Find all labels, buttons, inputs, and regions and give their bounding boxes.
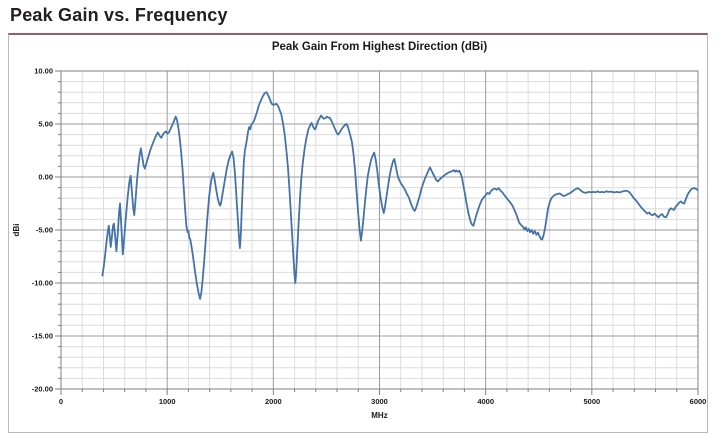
axis-ticks [55, 70, 699, 395]
x-tick-label: 5000 [583, 397, 600, 406]
chart-frame: Peak Gain From Highest Direction (dBi) 0… [8, 33, 708, 433]
y-tick-label: 10.00 [34, 67, 53, 76]
series-line-peak-gain [101, 91, 699, 300]
y-tick-label: -10.00 [32, 279, 53, 288]
x-tick-labels: 0 1000 2000 3000 4000 5000 6000 [59, 397, 706, 406]
gain-vs-frequency-chart: 0 1000 2000 3000 4000 5000 6000 10.00 5.00 0.00 -5… [12, 67, 706, 421]
x-tick-label: 6000 [690, 397, 707, 406]
y-tick-label: -20.00 [32, 385, 53, 394]
x-axis-title: MHz [371, 411, 387, 420]
x-tick-label: 0 [59, 397, 63, 406]
y-tick-labels: 10.00 5.00 0.00 -5.00 -10.00 -15.00 -20.00 [32, 67, 53, 394]
x-tick-label: 1000 [159, 397, 176, 406]
y-tick-label: -5.00 [36, 226, 53, 235]
x-tick-label: 3000 [371, 397, 388, 406]
x-tick-label: 2000 [265, 397, 282, 406]
y-axis-title: dBi [12, 224, 21, 237]
page-title: Peak Gain vs. Frequency [10, 5, 228, 25]
grid-major [61, 71, 698, 389]
chart-title: Peak Gain From Highest Direction (dBi) [271, 41, 488, 53]
x-tick-label: 4000 [477, 397, 494, 406]
y-tick-label: -15.00 [32, 332, 53, 341]
y-tick-label: 0.00 [38, 173, 53, 182]
y-tick-label: 5.00 [38, 120, 53, 129]
